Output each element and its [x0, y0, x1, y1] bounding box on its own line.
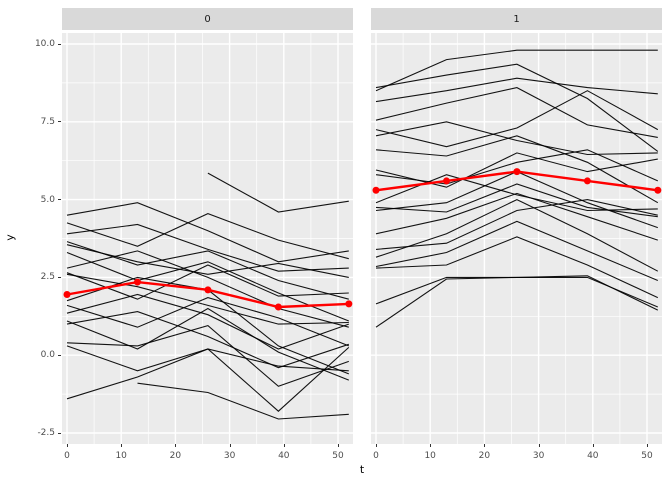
- x-tick-mark: [67, 444, 68, 447]
- subject-line: [375, 275, 659, 311]
- subject-line: [375, 192, 658, 241]
- subject-line: [375, 77, 658, 103]
- x-tick-label: 10: [115, 451, 127, 461]
- subject-line: [375, 49, 658, 92]
- subject-line: [375, 87, 658, 138]
- y-tick-label: 10.0: [34, 39, 55, 49]
- subject-line: [375, 183, 658, 218]
- subject-line: [375, 236, 659, 299]
- y-tick-mark: [58, 276, 61, 278]
- y-tick-mark: [58, 199, 61, 201]
- y-tick-label: 0.0: [40, 350, 55, 361]
- y-tick-mark: [58, 43, 61, 45]
- y-tick-label: 2.5: [40, 272, 55, 283]
- subject-line: [375, 90, 659, 148]
- x-tick-label: 0: [64, 451, 70, 461]
- x-tick-label: 20: [169, 451, 182, 461]
- subject-line: [66, 241, 349, 300]
- x-tick-mark: [647, 444, 648, 447]
- subject-line: [137, 382, 349, 420]
- subject-line: [375, 63, 659, 152]
- y-axis-title: y: [3, 234, 17, 241]
- subject-line: [207, 172, 349, 213]
- subject-line: [66, 348, 349, 400]
- y-tick-label: 5.0: [40, 194, 55, 205]
- x-axis-title: t: [359, 463, 365, 476]
- x-tick-mark: [121, 444, 123, 447]
- subject-line: [66, 213, 349, 260]
- subject-line: [375, 135, 659, 204]
- subject-line: [66, 273, 349, 325]
- subject-line: [66, 311, 349, 369]
- subject-line: [66, 324, 349, 387]
- subject-line: [375, 199, 658, 250]
- x-tick-mark: [592, 444, 594, 447]
- plot-panel-group-1: [371, 33, 662, 444]
- mean-point: [654, 186, 662, 194]
- subject-line: [375, 276, 659, 328]
- mean-point: [513, 168, 521, 176]
- mean-point: [204, 286, 212, 294]
- subject-line: [66, 297, 350, 347]
- mean-point: [133, 278, 141, 286]
- x-tick-label: 50: [641, 451, 653, 461]
- mean-point: [442, 177, 450, 185]
- x-tick-mark: [338, 444, 339, 447]
- subject-line: [375, 152, 658, 188]
- y-tick-label: -2.5: [37, 428, 55, 438]
- mean-point: [583, 177, 591, 185]
- subject-line: [66, 250, 349, 328]
- subject-line: [375, 198, 659, 272]
- x-tick-mark: [175, 444, 177, 447]
- y-tick-mark: [58, 121, 61, 123]
- plot-panel-group-0: [62, 33, 353, 444]
- mean-point: [345, 300, 353, 308]
- subject-line: [375, 121, 658, 156]
- x-tick-mark: [484, 444, 486, 447]
- x-tick-mark: [283, 444, 285, 447]
- subject-line: [66, 264, 349, 300]
- y-tick-label: 7.5: [40, 116, 55, 127]
- x-tick-mark: [229, 444, 231, 447]
- x-tick-label: 50: [332, 451, 344, 461]
- subject-line: [66, 223, 349, 272]
- x-tick-label: 40: [587, 451, 599, 461]
- subject-line: [375, 220, 659, 282]
- mean-point: [63, 291, 71, 299]
- x-tick-mark: [538, 444, 540, 447]
- facet-strip-label: 1: [513, 13, 520, 25]
- subject-line: [66, 251, 350, 322]
- x-tick-label: 10: [424, 451, 436, 461]
- x-tick-label: 0: [373, 451, 379, 461]
- facet-strip-1: 1: [371, 8, 662, 30]
- mean-point: [274, 303, 282, 311]
- subject-line: [66, 293, 349, 350]
- x-tick-mark: [376, 444, 377, 447]
- mean-point: [372, 186, 380, 194]
- facet-strip-label: 0: [204, 13, 211, 25]
- x-tick-label: 40: [278, 451, 290, 461]
- y-tick-mark: [58, 432, 61, 434]
- subject-line: [66, 307, 350, 381]
- subject-line: [375, 149, 659, 185]
- y-tick-mark: [58, 354, 61, 356]
- facet-strip-0: 0: [62, 8, 353, 30]
- x-tick-label: 30: [223, 451, 236, 461]
- x-tick-label: 30: [532, 451, 545, 461]
- x-tick-mark: [430, 444, 432, 447]
- x-tick-label: 20: [478, 451, 491, 461]
- subject-line: [66, 202, 349, 263]
